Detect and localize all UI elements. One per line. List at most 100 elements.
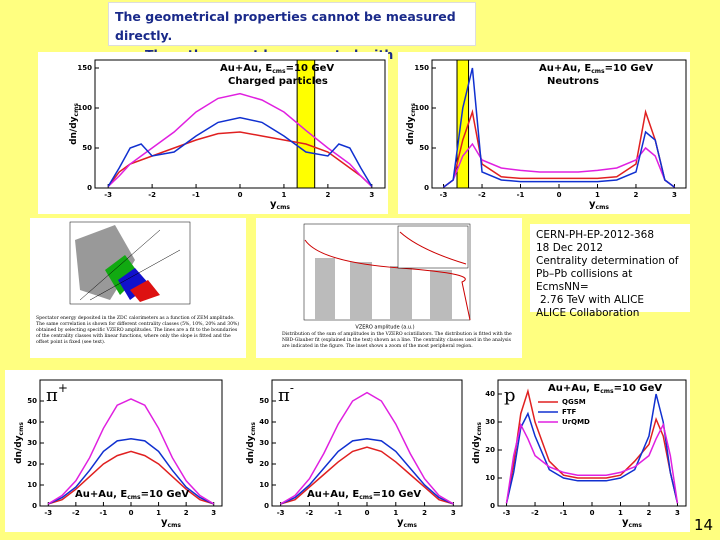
x-tick-label: -2 <box>72 509 80 517</box>
x-tick-label: 1 <box>618 509 623 517</box>
chart-subtitle: Neutrons <box>547 76 599 87</box>
chart-title: Au+Au, Ecms=10 GeV <box>539 63 653 75</box>
text-part: dn/dy <box>14 435 24 464</box>
text-part: y <box>397 517 404 528</box>
chart-subtitle: Charged particles <box>228 76 328 87</box>
highlight <box>456 59 470 189</box>
legend-label: UrQMD <box>562 418 590 426</box>
x-tick-label: 0 <box>557 191 562 199</box>
line-series <box>107 116 373 187</box>
text-sub: cms <box>73 103 80 117</box>
y-tick-label: 100 <box>414 104 429 112</box>
header-line: The geometrical properties cannot be mea… <box>115 9 456 43</box>
y-tick-label: 30 <box>485 418 495 426</box>
x-tick-label: -1 <box>192 191 200 199</box>
info-line: ALICE Collaboration <box>536 307 640 319</box>
y-tick-label: 40 <box>27 418 37 426</box>
y-tick-label: 0 <box>264 502 269 510</box>
x-tick-label: -3 <box>503 509 511 517</box>
line-series <box>47 398 215 505</box>
line-series <box>443 109 675 188</box>
x-tick-label: 3 <box>451 509 456 517</box>
y-tick-label: 10 <box>27 481 37 489</box>
info-line: Pb–Pb collisions at EcmsNN= <box>536 268 633 293</box>
text-part: dn/dy <box>406 116 416 145</box>
x-tick-label: 0 <box>365 509 370 517</box>
text-part: Au+Au, E <box>548 383 600 394</box>
x-tick-label: -1 <box>334 509 342 517</box>
caption: Spectator energy deposited in the ZDC ca… <box>36 316 240 345</box>
text-sub: cms <box>272 68 286 75</box>
y-tick-label: 40 <box>259 418 269 426</box>
y-tick-label: 50 <box>27 397 37 405</box>
text-part: y <box>622 517 629 528</box>
x-tick-label: 0 <box>590 509 595 517</box>
chart-title: Au+Au, Ecms=10 GeV <box>75 489 189 501</box>
text-part: y <box>161 517 168 528</box>
line-series <box>280 446 454 505</box>
y-tick-label: 50 <box>419 144 429 152</box>
y-tick-label: 0 <box>87 184 92 192</box>
text-sub: cms <box>277 204 291 211</box>
y-tick-label: 30 <box>259 439 269 447</box>
text-sub: cms <box>18 422 25 436</box>
y-tick-label: 150 <box>77 64 92 72</box>
x-tick-label: 0 <box>129 509 134 517</box>
chart-title: Au+Au, Ecms=10 GeV <box>220 63 334 75</box>
x-tick-label: -1 <box>560 509 568 517</box>
x-tick-label: -1 <box>100 509 108 517</box>
y-tick-label: 50 <box>259 397 269 405</box>
y-tick-label: 20 <box>485 446 495 454</box>
text-sub: cms <box>629 522 643 529</box>
text-part: y <box>270 199 277 210</box>
x-tick-label: -1 <box>517 191 525 199</box>
text-part: Au+Au, E <box>220 63 272 74</box>
y-axis-label: dn/dycms <box>472 422 483 464</box>
text-sub: cms <box>127 494 141 501</box>
text-part: Au+Au, E <box>307 489 359 500</box>
y-tick-label: 0 <box>490 502 495 510</box>
info-line: 18 Dec 2012 <box>536 242 604 254</box>
y-tick-label: 10 <box>485 474 495 482</box>
info-box: CERN-PH-EP-2012-368 18 Dec 2012 Centrali… <box>530 224 690 319</box>
text-part: =10 GeV <box>605 63 654 74</box>
x-axis-label: ycms <box>589 199 609 211</box>
line-series <box>505 393 679 504</box>
particle-label: p <box>504 385 516 406</box>
chart-title: Au+Au, Ecms=10 GeV <box>307 489 421 501</box>
text-sub: cms <box>410 103 417 117</box>
y-tick-label: 100 <box>77 104 92 112</box>
text-sub: cms <box>404 522 418 529</box>
y-tick-label: 30 <box>27 439 37 447</box>
x-tick-label: -3 <box>44 509 52 517</box>
y-axis-label: dn/dycms <box>69 103 80 145</box>
x-tick-label: -2 <box>478 191 486 199</box>
y-tick-label: 0 <box>424 184 429 192</box>
text-sup: + <box>58 381 68 395</box>
x-tick-label: -3 <box>440 191 448 199</box>
text-sub: cms <box>476 422 483 436</box>
line-series <box>47 438 215 505</box>
line-series <box>443 67 675 188</box>
x-tick-label: 3 <box>211 509 216 517</box>
y-axis-label: dn/dycms <box>14 422 25 464</box>
chart-title: Au+Au, Ecms=10 GeV <box>548 383 662 395</box>
line-series <box>505 388 679 504</box>
zdc-figure <box>69 221 191 305</box>
text-part: π <box>46 385 58 406</box>
line-series <box>505 422 679 504</box>
x-axis-label: ycms <box>270 199 290 211</box>
y-axis-label: dn/dycms <box>406 103 417 145</box>
line-series <box>48 450 214 505</box>
text-sub: cms <box>359 494 373 501</box>
y-tick-label: 20 <box>259 460 269 468</box>
line-series <box>443 142 675 188</box>
info-line: Centrality determination of <box>536 255 679 267</box>
y-tick-label: 150 <box>414 64 429 72</box>
x-tick-label: -3 <box>277 509 285 517</box>
x-tick-label: 2 <box>647 509 652 517</box>
y-tick-label: 10 <box>259 481 269 489</box>
text-part: Au+Au, E <box>75 489 127 500</box>
